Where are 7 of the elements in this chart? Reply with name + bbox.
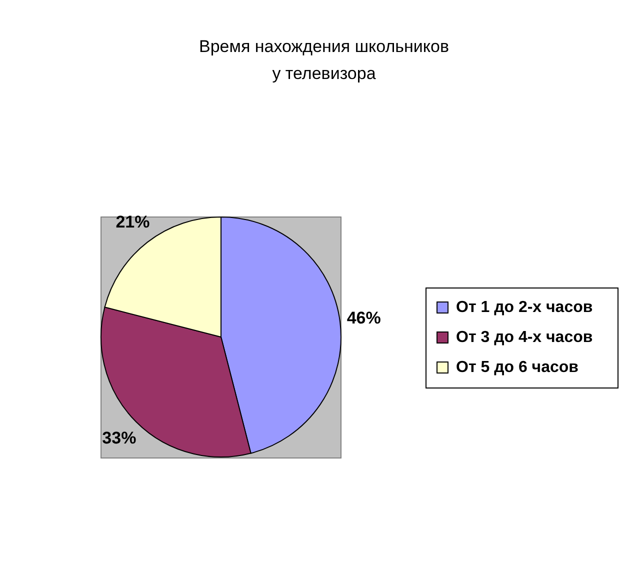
data-label: 33% (102, 428, 136, 448)
legend-label: От 5 до 6 часов (456, 359, 579, 376)
legend-label: От 1 до 2-х часов (456, 299, 593, 316)
data-label: 46% (346, 308, 381, 328)
data-label: 21% (116, 212, 150, 232)
legend-label: От 3 до 4-х часов (456, 329, 593, 346)
chart-title: Время нахождения школьников у телевизора (199, 37, 449, 83)
